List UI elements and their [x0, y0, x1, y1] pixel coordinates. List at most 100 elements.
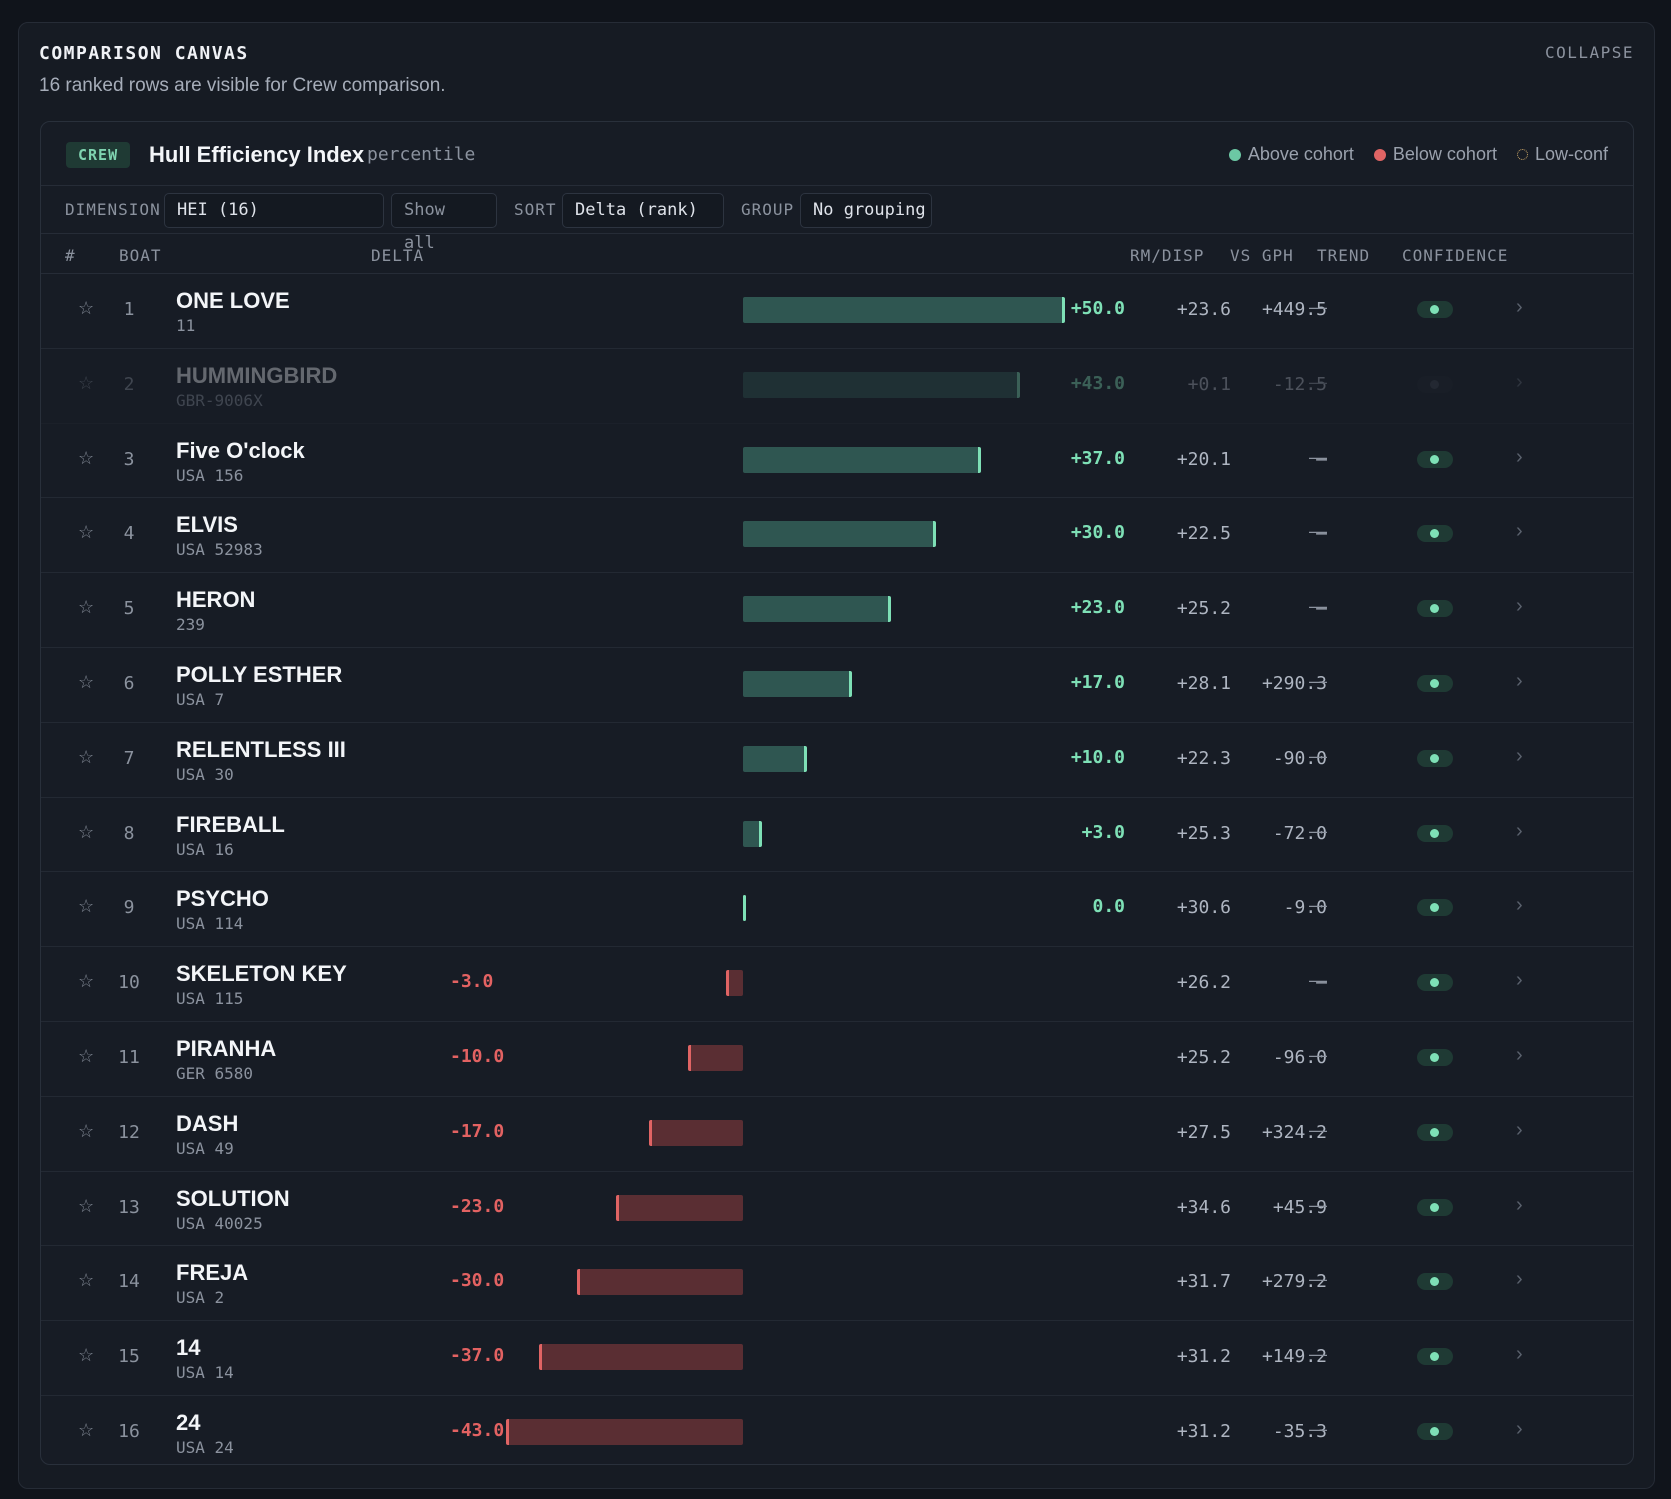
- chevron-right-icon[interactable]: ›: [1516, 296, 1523, 318]
- chevron-right-icon[interactable]: ›: [1516, 819, 1523, 842]
- confidence-toggle[interactable]: [1417, 375, 1453, 393]
- table-row[interactable]: ☆ 14 FREJA USA 2 -30.0 +31.7 +279.2— ›: [41, 1246, 1633, 1322]
- column-header: # BOAT DELTA RM/DISP VS GPH TREND CONFID…: [41, 234, 1633, 274]
- confidence-toggle[interactable]: [1417, 600, 1453, 618]
- delta-value: +23.0: [1070, 597, 1125, 619]
- vs-gph-value: -9.0: [1283, 897, 1327, 919]
- star-icon[interactable]: ☆: [78, 1045, 95, 1066]
- sail-number: USA 114: [176, 914, 244, 934]
- table-row[interactable]: ☆ 12 DASH USA 49 -17.0 +27.5 +324.2— ›: [41, 1097, 1633, 1172]
- table-row[interactable]: ☆ 3 Five O'clock USA 156 +37.0 +20.1 – — ›: [41, 424, 1633, 499]
- confidence-toggle[interactable]: [1417, 525, 1453, 543]
- star-icon[interactable]: ☆: [78, 597, 95, 618]
- chevron-right-icon[interactable]: ›: [1516, 370, 1523, 393]
- star-icon[interactable]: ☆: [78, 372, 95, 393]
- chevron-right-icon[interactable]: ›: [1516, 669, 1523, 692]
- star-icon[interactable]: ☆: [78, 746, 95, 767]
- delta-bar: [687, 1044, 743, 1071]
- delta-bar: [743, 371, 1020, 398]
- sail-number: USA 24: [176, 1437, 234, 1457]
- col-trend[interactable]: TREND: [1317, 246, 1371, 265]
- trend-dash-icon: —: [1309, 1269, 1327, 1290]
- sail-number: USA 7: [176, 689, 225, 709]
- table-row[interactable]: ☆ 11 PIRANHA GER 6580 -10.0 +25.2 -96.0— ›: [41, 1022, 1633, 1097]
- chevron-right-icon[interactable]: ›: [1516, 1343, 1523, 1366]
- table-row[interactable]: ☆ 15 14 USA 14 -37.0 +31.2 +149.2— ›: [41, 1321, 1633, 1396]
- confidence-toggle[interactable]: [1417, 1198, 1453, 1216]
- star-icon[interactable]: ☆: [78, 971, 95, 992]
- col-confidence[interactable]: CONFIDENCE: [1402, 246, 1509, 265]
- star-icon[interactable]: ☆: [78, 1419, 95, 1440]
- table-row[interactable]: ☆ 8 FIREBALL USA 16 +3.0 +25.3 -72.0— ›: [41, 798, 1633, 873]
- trend-dash-icon: —: [1309, 670, 1327, 691]
- col-rank[interactable]: #: [65, 246, 76, 265]
- col-delta[interactable]: DELTA: [371, 246, 425, 265]
- confidence-toggle[interactable]: [1417, 1273, 1453, 1291]
- confidence-toggle[interactable]: [1417, 974, 1453, 992]
- star-icon[interactable]: ☆: [78, 522, 95, 543]
- confidence-toggle[interactable]: [1417, 1048, 1453, 1066]
- star-icon[interactable]: ☆: [78, 447, 95, 468]
- chevron-right-icon[interactable]: ›: [1516, 1118, 1523, 1141]
- delta-value: -37.0: [450, 1345, 505, 1367]
- trend-dash-icon: —: [1309, 970, 1327, 991]
- show-all-button[interactable]: Show all: [391, 193, 497, 253]
- table-row[interactable]: ☆ 2 HUMMINGBIRD GBR-9006X +43.0 +0.1 -12.5— ›: [41, 349, 1633, 424]
- table-row[interactable]: ☆ 4 ELVIS USA 52983 +30.0 +22.5 – — ›: [41, 498, 1633, 574]
- confidence-toggle[interactable]: [1417, 1348, 1453, 1366]
- star-icon[interactable]: ☆: [78, 896, 95, 917]
- chevron-right-icon[interactable]: ›: [1516, 1417, 1523, 1440]
- confidence-toggle[interactable]: [1417, 301, 1453, 318]
- chevron-right-icon[interactable]: ›: [1516, 1193, 1523, 1216]
- sort-select[interactable]: Delta (rank): [562, 193, 724, 228]
- sail-number: GBR-9006X: [176, 390, 263, 410]
- table-row[interactable]: ☆ 5 HERON 239 +23.0 +25.2 – — ›: [41, 573, 1633, 648]
- table-row[interactable]: ☆ 10 SKELETON KEY USA 115 -3.0 +26.2 – — ›: [41, 947, 1633, 1022]
- star-icon[interactable]: ☆: [78, 298, 95, 318]
- vs-gph-value: +45.9: [1272, 1196, 1327, 1218]
- table-row[interactable]: ☆ 13 SOLUTION USA 40025 -23.0 +34.6 +45.9— ›: [41, 1172, 1633, 1247]
- table-row[interactable]: ☆ 7 RELENTLESS III USA 30 +10.0 +22.3 -90.0— ›: [41, 723, 1633, 798]
- star-icon[interactable]: ☆: [78, 1345, 95, 1366]
- chevron-right-icon[interactable]: ›: [1516, 1043, 1523, 1066]
- confidence-toggle[interactable]: [1417, 1422, 1453, 1440]
- collapse-button[interactable]: COLLAPSE: [1544, 43, 1634, 62]
- comparison-canvas: COMPARISON CANVAS 16 ranked rows are vis…: [18, 22, 1655, 1489]
- confidence-toggle[interactable]: [1417, 749, 1453, 767]
- rm-disp-value: +0.1: [1187, 373, 1231, 395]
- col-vs-gph[interactable]: VS GPH: [1230, 246, 1294, 265]
- sail-number: USA 52983: [176, 540, 263, 560]
- sail-number: USA 115: [176, 989, 244, 1009]
- row-rank: 14: [118, 1271, 140, 1293]
- col-rm-disp[interactable]: RM/DISP: [1130, 246, 1205, 265]
- star-icon[interactable]: ☆: [78, 821, 95, 842]
- table-row[interactable]: ☆ 9 PSYCHO USA 114 0.0 +30.6 -9.0— ›: [41, 872, 1633, 948]
- confidence-toggle[interactable]: [1417, 1123, 1453, 1141]
- chevron-right-icon[interactable]: ›: [1516, 744, 1523, 767]
- sail-number: USA 30: [176, 764, 234, 784]
- chevron-right-icon[interactable]: ›: [1516, 969, 1523, 992]
- chevron-right-icon[interactable]: ›: [1516, 520, 1523, 543]
- confidence-toggle[interactable]: [1417, 899, 1453, 917]
- delta-value: +30.0: [1070, 522, 1125, 544]
- sail-number: USA 49: [176, 1138, 234, 1158]
- group-select[interactable]: No grouping: [800, 193, 932, 228]
- star-icon[interactable]: ☆: [78, 1270, 95, 1291]
- confidence-toggle[interactable]: [1417, 674, 1453, 692]
- star-icon[interactable]: ☆: [78, 1195, 95, 1216]
- table-row[interactable]: ☆ 6 POLLY ESTHER USA 7 +17.0 +28.1 +290.3— ›: [41, 648, 1633, 723]
- chevron-right-icon[interactable]: ›: [1516, 595, 1523, 618]
- star-icon[interactable]: ☆: [78, 671, 95, 692]
- chevron-right-icon[interactable]: ›: [1516, 1268, 1523, 1291]
- dimension-select[interactable]: HEI (16): [164, 193, 384, 228]
- table-row[interactable]: ☆ 16 24 USA 24 -43.0 +31.2 -35.3— ›: [41, 1396, 1633, 1471]
- star-icon[interactable]: ☆: [78, 1120, 95, 1141]
- sail-number: 11: [176, 316, 196, 335]
- chevron-right-icon[interactable]: ›: [1516, 894, 1523, 917]
- delta-bar: [743, 521, 937, 548]
- confidence-toggle[interactable]: [1417, 450, 1453, 468]
- confidence-toggle[interactable]: [1417, 824, 1453, 842]
- chevron-right-icon[interactable]: ›: [1516, 445, 1523, 468]
- table-row[interactable]: ☆ 1 ONE LOVE 11 +50.0 +23.6 +449.5— ›: [41, 274, 1633, 349]
- col-boat[interactable]: BOAT: [119, 246, 162, 265]
